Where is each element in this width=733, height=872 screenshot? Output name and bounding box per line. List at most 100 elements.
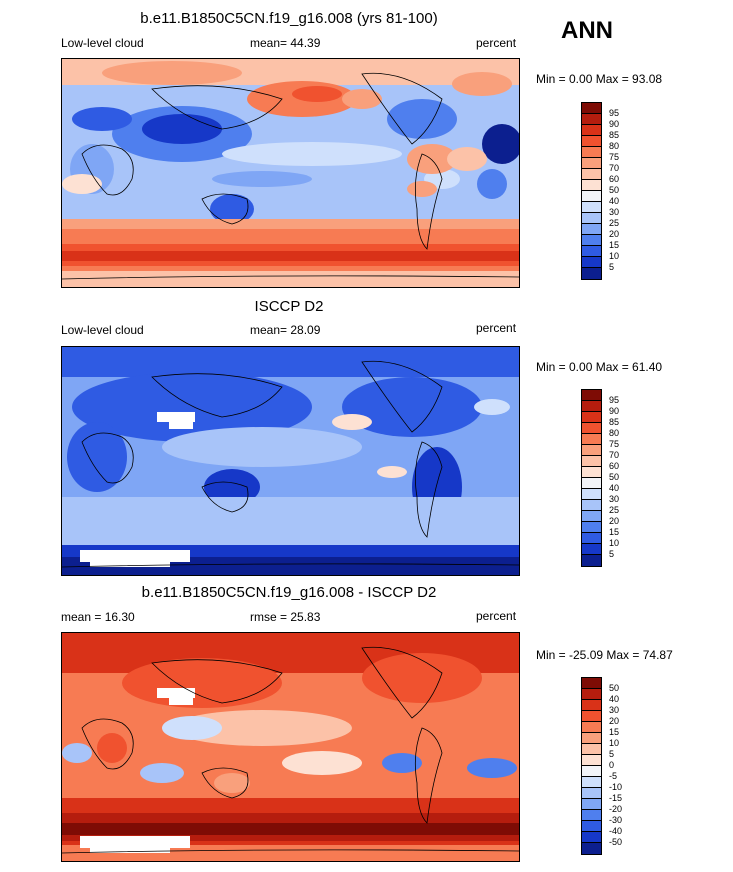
- colorbar-swatch: [582, 533, 601, 544]
- panel3-field: [62, 633, 519, 861]
- colorbar-swatch: [582, 136, 601, 147]
- colorbar-swatch: [582, 456, 601, 467]
- colorbar-swatch: [582, 401, 601, 412]
- colorbar-tick-label: 10: [609, 738, 620, 748]
- panel3-rmse-label: rmse = 25.83: [250, 610, 321, 624]
- colorbar-tick-label: 80: [609, 428, 620, 438]
- panel1-field: [62, 59, 519, 287]
- colorbar-tick-label: 10: [609, 251, 620, 261]
- panel2-minmax: Min = 0.00 Max = 61.40: [536, 360, 663, 374]
- colorbar-swatch: [582, 202, 601, 213]
- panel2-units-label: percent: [476, 321, 517, 335]
- panel1-minmax: Min = 0.00 Max = 93.08: [536, 72, 663, 86]
- colorbar-tick-label: 70: [609, 450, 620, 460]
- colorbar-swatch: [582, 777, 601, 788]
- colorbar-swatch: [582, 478, 601, 489]
- colorbar-tick-label: 40: [609, 483, 620, 493]
- panel3-colorbar: [581, 677, 602, 855]
- colorbar-swatch: [582, 224, 601, 235]
- colorbar-tick-label: 95: [609, 108, 620, 118]
- colorbar-swatch: [582, 158, 601, 169]
- colorbar-swatch: [582, 766, 601, 777]
- colorbar-swatch: [582, 544, 601, 555]
- colorbar-tick-label: 90: [609, 119, 620, 129]
- colorbar-swatch: [582, 246, 601, 257]
- panel1-title: b.e11.B1850C5CN.f19_g16.008 (yrs 81-100): [140, 10, 438, 27]
- colorbar-tick-label: -50: [609, 837, 623, 847]
- colorbar-tick-label: -30: [609, 815, 623, 825]
- panel2-left-label: Low-level cloud: [61, 323, 144, 337]
- colorbar-swatch: [582, 733, 601, 744]
- colorbar-tick-label: -15: [609, 793, 623, 803]
- colorbar-tick-label: -40: [609, 826, 623, 836]
- panel1-map: [61, 58, 520, 288]
- colorbar-swatch: [582, 744, 601, 755]
- colorbar-tick-label: 40: [609, 196, 620, 206]
- panel3-map: [61, 632, 520, 862]
- panel3-minmax: Min = -25.09 Max = 74.87: [536, 648, 673, 662]
- colorbar-swatch: [582, 555, 601, 566]
- panel2-map: [61, 346, 520, 576]
- colorbar-tick-label: 30: [609, 705, 620, 715]
- colorbar-tick-label: 50: [609, 683, 620, 693]
- colorbar-swatch: [582, 832, 601, 843]
- colorbar-tick-label: 85: [609, 130, 620, 140]
- colorbar-swatch: [582, 147, 601, 158]
- panel2-mean-label: mean= 28.09: [250, 323, 321, 337]
- colorbar-tick-label: -20: [609, 804, 623, 814]
- colorbar-swatch: [582, 125, 601, 136]
- colorbar-swatch: [582, 722, 601, 733]
- colorbar-tick-label: 50: [609, 185, 620, 195]
- colorbar-swatch: [582, 114, 601, 125]
- colorbar-swatch: [582, 500, 601, 511]
- colorbar-swatch: [582, 390, 601, 401]
- colorbar-tick-label: 75: [609, 439, 620, 449]
- colorbar-tick-label: 25: [609, 505, 620, 515]
- panel3-units-label: percent: [476, 609, 517, 623]
- colorbar-swatch: [582, 213, 601, 224]
- colorbar-tick-label: 50: [609, 472, 620, 482]
- colorbar-swatch: [582, 423, 601, 434]
- colorbar-swatch: [582, 257, 601, 268]
- colorbar-tick-label: 90: [609, 406, 620, 416]
- colorbar-swatch: [582, 180, 601, 191]
- panel1-mean-label: mean= 44.39: [250, 36, 321, 50]
- colorbar-swatch: [582, 711, 601, 722]
- colorbar-swatch: [582, 235, 601, 246]
- colorbar-swatch: [582, 821, 601, 832]
- colorbar-swatch: [582, 522, 601, 533]
- colorbar-swatch: [582, 268, 601, 279]
- panel3-mean-label: mean = 16.30: [61, 610, 135, 624]
- colorbar-tick-label: 40: [609, 694, 620, 704]
- colorbar-tick-label: 15: [609, 240, 620, 250]
- colorbar-tick-label: 10: [609, 538, 620, 548]
- colorbar-swatch: [582, 799, 601, 810]
- colorbar-tick-label: 80: [609, 141, 620, 151]
- colorbar-tick-label: 30: [609, 494, 620, 504]
- colorbar-tick-label: 25: [609, 218, 620, 228]
- colorbar-tick-label: 20: [609, 716, 620, 726]
- colorbar-tick-label: 20: [609, 516, 620, 526]
- colorbar-tick-label: 5: [609, 749, 615, 759]
- colorbar-tick-label: -5: [609, 771, 618, 781]
- colorbar-swatch: [582, 445, 601, 456]
- panel1-colorbar: [581, 102, 602, 280]
- colorbar-swatch: [582, 434, 601, 445]
- colorbar-tick-label: 30: [609, 207, 620, 217]
- colorbar-swatch: [582, 191, 601, 202]
- panel1-units-label: percent: [476, 36, 517, 50]
- colorbar-tick-label: 15: [609, 527, 620, 537]
- colorbar-swatch: [582, 788, 601, 799]
- colorbar-swatch: [582, 412, 601, 423]
- colorbar-tick-label: 5: [609, 262, 615, 272]
- colorbar-swatch: [582, 678, 601, 689]
- colorbar-tick-label: 60: [609, 461, 620, 471]
- colorbar-swatch: [582, 467, 601, 478]
- colorbar-tick-label: 85: [609, 417, 620, 427]
- colorbar-tick-label: 20: [609, 229, 620, 239]
- colorbar-swatch: [582, 103, 601, 114]
- colorbar-tick-label: 95: [609, 395, 620, 405]
- colorbar-swatch: [582, 755, 601, 766]
- colorbar-tick-label: 5: [609, 549, 615, 559]
- panel1-left-label: Low-level cloud: [61, 36, 144, 50]
